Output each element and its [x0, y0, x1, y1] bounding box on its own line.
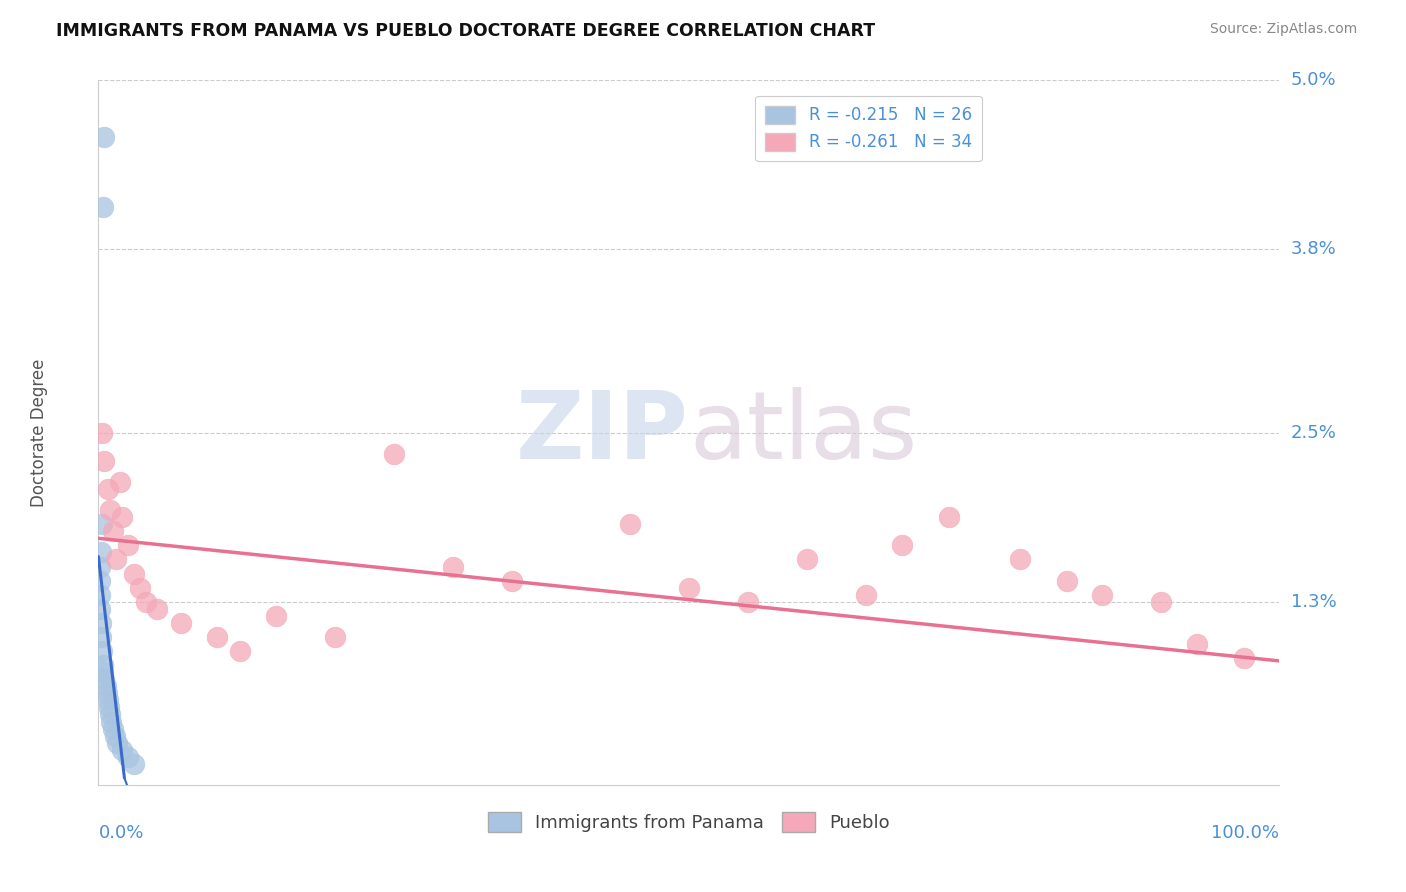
Point [619, 517, 641, 532]
Point [93, 673, 115, 687]
Point [94, 679, 117, 693]
Point [737, 595, 759, 609]
Point [93, 129, 115, 144]
Point [678, 581, 700, 595]
Point [89, 559, 111, 574]
Point [89, 574, 111, 588]
Point [89, 601, 111, 615]
Point [128, 581, 150, 595]
Point [100, 714, 122, 729]
Text: 1.3%: 1.3% [1291, 593, 1336, 611]
Point [105, 552, 128, 566]
Point [97, 693, 120, 707]
Text: Source: ZipAtlas.com: Source: ZipAtlas.com [1209, 22, 1357, 37]
Point [91, 200, 114, 214]
Point [104, 729, 127, 743]
Point [170, 615, 193, 630]
Point [108, 475, 131, 489]
Point [229, 644, 252, 658]
Point [93, 454, 115, 468]
Point [91, 644, 114, 658]
Text: 0.0%: 0.0% [98, 823, 143, 842]
Point [441, 559, 464, 574]
Text: Doctorate Degree: Doctorate Degree [31, 359, 48, 507]
Point [1091, 588, 1114, 602]
Point [117, 749, 139, 764]
Point [105, 736, 128, 750]
Point [90, 545, 112, 559]
Legend: Immigrants from Panama, Pueblo: Immigrants from Panama, Pueblo [481, 805, 897, 839]
Point [264, 608, 287, 623]
Point [90, 615, 112, 630]
Point [938, 510, 960, 524]
Point [117, 538, 139, 552]
Point [90, 630, 112, 644]
Point [89, 588, 111, 602]
Point [91, 665, 114, 680]
Point [323, 630, 346, 644]
Point [1233, 651, 1256, 665]
Point [97, 482, 120, 496]
Point [1185, 637, 1208, 651]
Point [205, 630, 228, 644]
Point [98, 503, 121, 517]
Text: 3.8%: 3.8% [1291, 241, 1336, 259]
Point [96, 686, 118, 700]
Point [98, 707, 121, 722]
Point [890, 538, 912, 552]
Point [111, 510, 134, 524]
Point [91, 425, 114, 440]
Point [146, 601, 169, 615]
Point [122, 566, 145, 581]
Point [98, 700, 121, 714]
Point [111, 742, 134, 756]
Text: ZIP: ZIP [516, 386, 689, 479]
Point [101, 524, 124, 539]
Text: 2.5%: 2.5% [1291, 424, 1337, 442]
Point [1056, 574, 1078, 588]
Point [1150, 595, 1173, 609]
Point [91, 658, 114, 673]
Text: 100.0%: 100.0% [1212, 823, 1279, 842]
Point [382, 447, 405, 461]
Text: atlas: atlas [689, 386, 917, 479]
Point [101, 722, 124, 736]
Point [91, 517, 114, 532]
Point [122, 756, 145, 771]
Point [501, 574, 523, 588]
Text: IMMIGRANTS FROM PANAMA VS PUEBLO DOCTORATE DEGREE CORRELATION CHART: IMMIGRANTS FROM PANAMA VS PUEBLO DOCTORA… [56, 22, 876, 40]
Point [135, 595, 157, 609]
Text: 5.0%: 5.0% [1291, 71, 1336, 89]
Point [796, 552, 818, 566]
Point [1008, 552, 1031, 566]
Point [855, 588, 877, 602]
